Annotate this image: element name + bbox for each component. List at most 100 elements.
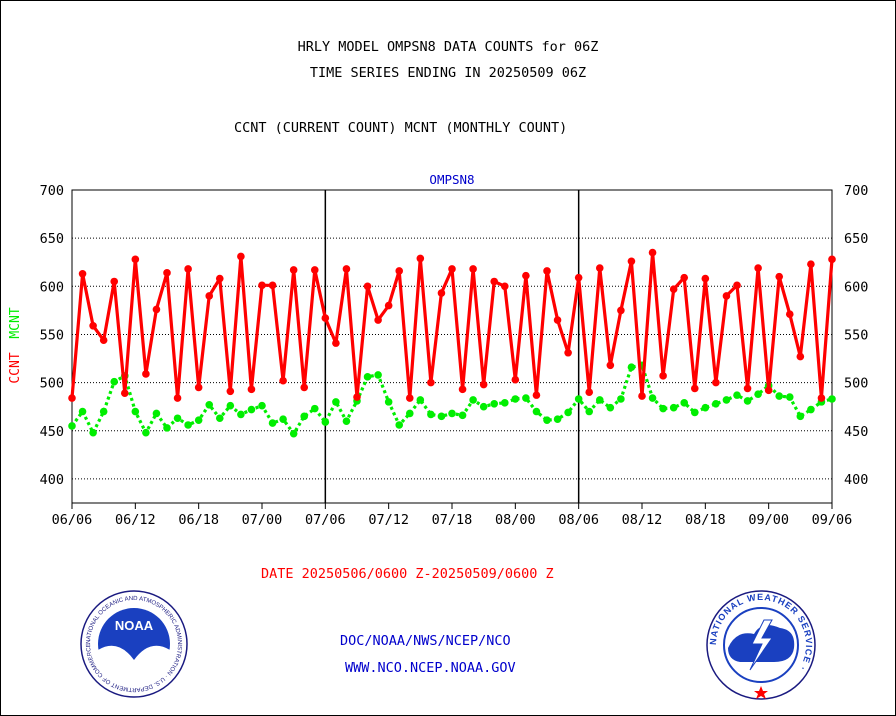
data-point-mcnt <box>617 395 625 403</box>
y-tick-label-left: 700 <box>40 183 64 199</box>
data-point-ccnt <box>374 316 382 324</box>
noaa-logo: NOAA NATIONAL OCEANIC AND ATMOSPHERIC AD… <box>80 590 188 698</box>
data-point-ccnt <box>754 264 762 272</box>
y-tick-label-left: 500 <box>40 376 64 392</box>
data-point-mcnt <box>754 390 762 398</box>
data-point-ccnt <box>511 375 520 384</box>
data-point-ccnt <box>353 393 361 401</box>
data-point-mcnt <box>448 409 456 418</box>
data-point-mcnt <box>680 399 689 407</box>
data-point-ccnt <box>817 394 826 402</box>
data-point-ccnt <box>574 273 583 282</box>
data-point-mcnt <box>796 412 805 421</box>
series-line-ccnt <box>70 251 834 400</box>
y-tick-label-right: 600 <box>844 279 868 295</box>
data-point-ccnt <box>606 361 615 370</box>
data-point-ccnt <box>458 385 467 394</box>
data-point-ccnt <box>743 384 752 393</box>
data-point-mcnt <box>99 407 108 416</box>
data-point-ccnt <box>522 271 530 280</box>
data-point-ccnt <box>237 252 245 261</box>
x-tick-label: 06/18 <box>178 512 219 528</box>
nws-star-icon <box>754 686 768 699</box>
data-point-ccnt <box>300 383 309 392</box>
data-point-ccnt <box>120 389 129 398</box>
data-point-mcnt <box>247 405 256 414</box>
data-point-ccnt <box>479 380 488 389</box>
data-point-ccnt <box>543 267 551 275</box>
data-point-mcnt <box>237 410 245 419</box>
data-point-ccnt <box>595 264 604 272</box>
y-tick-label-left: 450 <box>40 424 64 440</box>
data-point-ccnt <box>205 292 214 300</box>
data-point-ccnt <box>701 274 710 283</box>
data-point-ccnt <box>68 394 76 402</box>
data-point-mcnt <box>258 401 266 410</box>
data-point-mcnt <box>142 428 150 437</box>
data-point-ccnt <box>268 281 277 290</box>
y-tick-label-right: 700 <box>844 183 868 199</box>
data-point-mcnt <box>532 407 541 416</box>
data-point-ccnt <box>310 266 319 274</box>
data-point-ccnt <box>289 266 298 274</box>
data-point-ccnt <box>638 392 646 400</box>
data-point-mcnt <box>733 391 741 399</box>
data-point-mcnt <box>564 408 572 417</box>
data-point-ccnt <box>332 339 340 347</box>
data-point-mcnt <box>321 418 330 426</box>
data-point-mcnt <box>437 412 446 421</box>
data-point-mcnt <box>574 395 583 403</box>
x-tick-label: 07/18 <box>432 512 473 528</box>
data-point-mcnt <box>553 415 562 424</box>
data-point-mcnt <box>416 396 425 404</box>
data-point-ccnt <box>131 255 140 264</box>
data-point-ccnt <box>279 376 287 385</box>
data-point-ccnt <box>775 272 784 281</box>
data-point-ccnt <box>184 265 192 273</box>
data-point-mcnt <box>289 429 298 438</box>
data-point-mcnt <box>701 403 710 412</box>
data-point-mcnt <box>363 373 372 381</box>
data-point-mcnt <box>405 409 414 418</box>
y-tick-label-left: 650 <box>40 231 64 247</box>
x-tick-label: 08/06 <box>558 512 599 528</box>
data-point-mcnt <box>595 396 604 404</box>
data-point-mcnt <box>427 410 435 419</box>
data-point-ccnt <box>627 257 636 266</box>
data-point-mcnt <box>543 416 551 424</box>
y-tick-label-left: 400 <box>40 472 64 488</box>
data-point-ccnt <box>722 292 731 300</box>
data-point-ccnt <box>163 269 171 277</box>
data-point-mcnt <box>131 407 140 416</box>
data-point-mcnt <box>785 393 794 401</box>
data-point-mcnt <box>469 396 477 404</box>
data-point-mcnt <box>68 422 76 430</box>
data-point-ccnt <box>469 265 477 273</box>
data-point-ccnt <box>258 281 266 290</box>
data-point-mcnt <box>205 400 214 409</box>
plot-title: OMPSN8 <box>429 172 474 187</box>
data-point-ccnt <box>617 306 625 315</box>
data-point-ccnt <box>363 282 372 291</box>
data-point-mcnt <box>722 396 731 404</box>
noaa-logo-text: NOAA <box>115 618 154 633</box>
data-point-mcnt <box>648 394 657 402</box>
data-point-mcnt <box>226 401 235 410</box>
data-point-mcnt <box>173 414 182 423</box>
data-point-mcnt <box>152 409 161 418</box>
data-point-ccnt <box>89 321 97 330</box>
y-tick-label-right: 400 <box>844 472 868 488</box>
data-point-mcnt <box>78 407 87 416</box>
data-point-mcnt <box>828 395 836 403</box>
chart-title-line1: HRLY MODEL OMPSN8 DATA COUNTS for 06Z <box>297 39 599 55</box>
data-point-ccnt <box>142 370 150 378</box>
data-point-ccnt <box>247 385 256 394</box>
data-point-mcnt <box>479 402 488 411</box>
data-point-ccnt <box>564 348 572 357</box>
data-point-mcnt <box>300 412 309 421</box>
x-tick-label: 09/00 <box>748 512 789 528</box>
y-tick-label-right: 450 <box>844 424 868 440</box>
data-point-mcnt <box>585 407 594 416</box>
data-point-mcnt <box>807 405 815 414</box>
data-point-mcnt <box>268 419 277 427</box>
